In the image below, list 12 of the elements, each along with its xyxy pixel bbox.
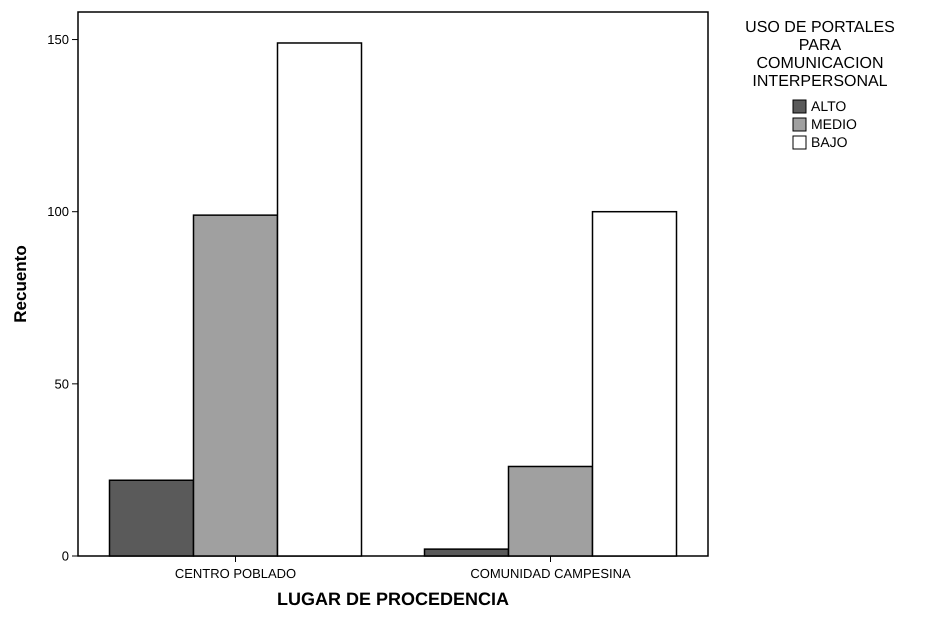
y-tick-label: 150 [47,32,69,48]
y-tick-label: 50 [54,376,69,392]
legend-label: ALTO [811,98,846,114]
y-tick-label: 0 [62,548,69,564]
legend-label: BAJO [811,134,848,150]
legend-label: MEDIO [811,116,857,132]
x-axis-title: LUGAR DE PROCEDENCIA [276,589,510,609]
y-axis-title: Recuento [11,245,30,323]
x-tick-label: CENTRO POBLADO [174,566,296,581]
legend-title: USO DE PORTALES PARA COMUNICACION INTERPERSONAL [745,19,895,90]
y-tick-label: 100 [47,204,69,220]
x-tick-label: COMUNIDAD CAMPESINA [470,566,631,581]
